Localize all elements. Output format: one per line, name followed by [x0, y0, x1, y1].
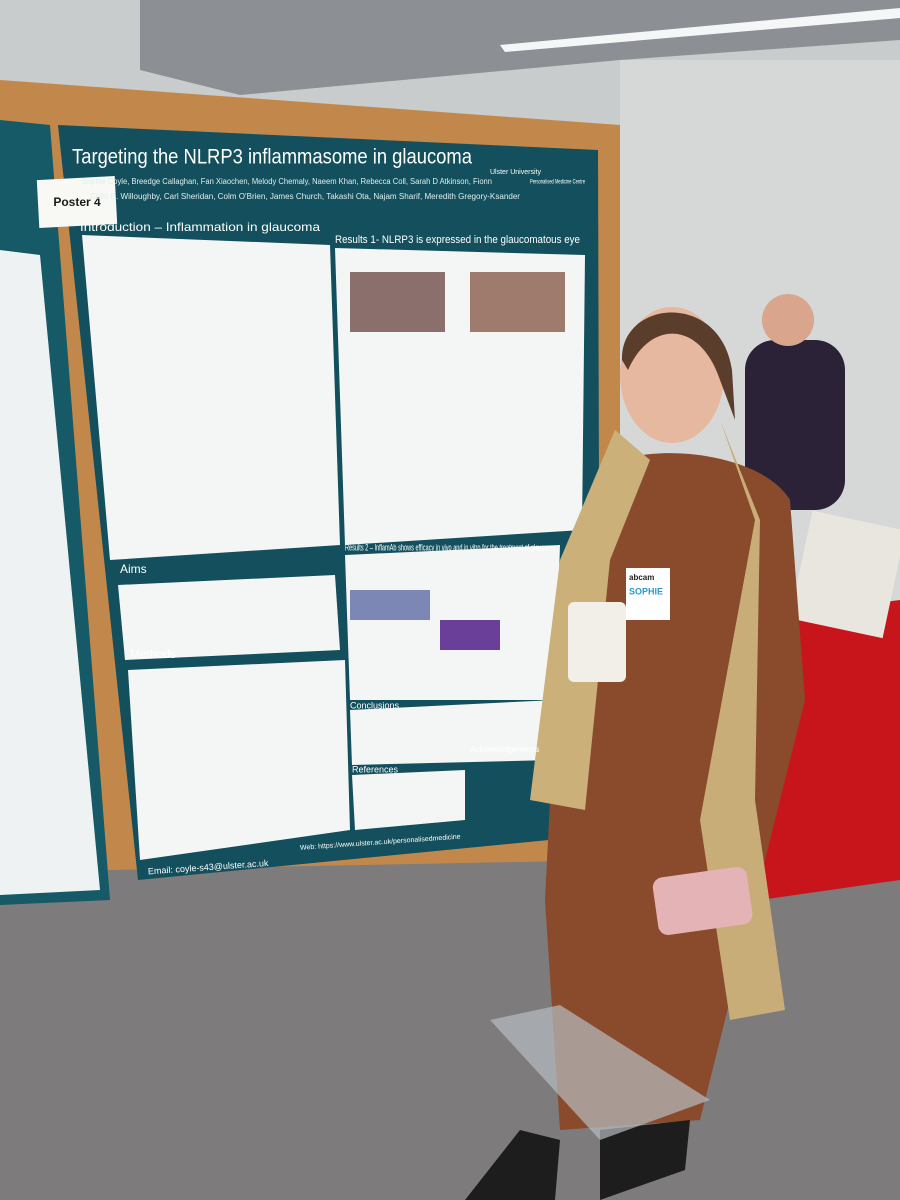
poster-authors: Sophie Coyle, Breedge Callaghan, Fan Xia…: [82, 177, 492, 186]
figure: [440, 620, 500, 650]
section-heading: Conclusions: [350, 700, 400, 710]
figure: [470, 272, 565, 332]
poster-authors: Colin E. Willoughby, Carl Sheridan, Colm…: [90, 192, 520, 201]
panel-conclusions: [350, 700, 555, 765]
name-badge: [626, 568, 670, 620]
badge-name: SOPHIE: [629, 586, 663, 596]
ceiling-light: [500, 8, 900, 52]
phone: [652, 866, 753, 935]
panel-references: [352, 770, 465, 830]
background-person-head: [762, 294, 814, 346]
poster-label-card: [36, 175, 118, 229]
section-heading: Methods: [130, 647, 176, 661]
section-heading: Results 1- NLRP3 is expressed in the gla…: [335, 234, 580, 246]
logo: Ulster University: [490, 169, 541, 176]
person-hair: [621, 312, 735, 420]
section-heading: Aims: [120, 562, 147, 576]
logo: Personalised Medicine Centre: [530, 180, 585, 186]
panel-aims: [118, 575, 340, 660]
poster-label: Poster 4: [53, 195, 101, 209]
panel-intro: [82, 235, 340, 560]
section-heading: Introduction – Inflammation in glaucoma: [80, 220, 320, 234]
texts: Poster 4 Targeting the NLRP3 inflammasom…: [53, 146, 663, 877]
stand-base: [490, 1005, 710, 1140]
shoe: [465, 1130, 560, 1200]
panel-methods: [128, 660, 350, 860]
section-heading: References: [352, 764, 399, 774]
shoe: [600, 1120, 690, 1200]
background-person: [745, 340, 845, 510]
brochure: [789, 510, 900, 639]
section-heading: Results 2 – InflamAb shows efficacy in v…: [345, 542, 555, 552]
figure: [350, 590, 430, 620]
badge-company: abcam: [629, 573, 654, 582]
section-heading: Acknowledgements: [470, 745, 539, 754]
coffee-cup: [568, 602, 626, 682]
left-poster-panel: [0, 250, 100, 895]
poster-title: Targeting the NLRP3 inflammasome in glau…: [72, 146, 472, 169]
figure: [350, 272, 445, 332]
